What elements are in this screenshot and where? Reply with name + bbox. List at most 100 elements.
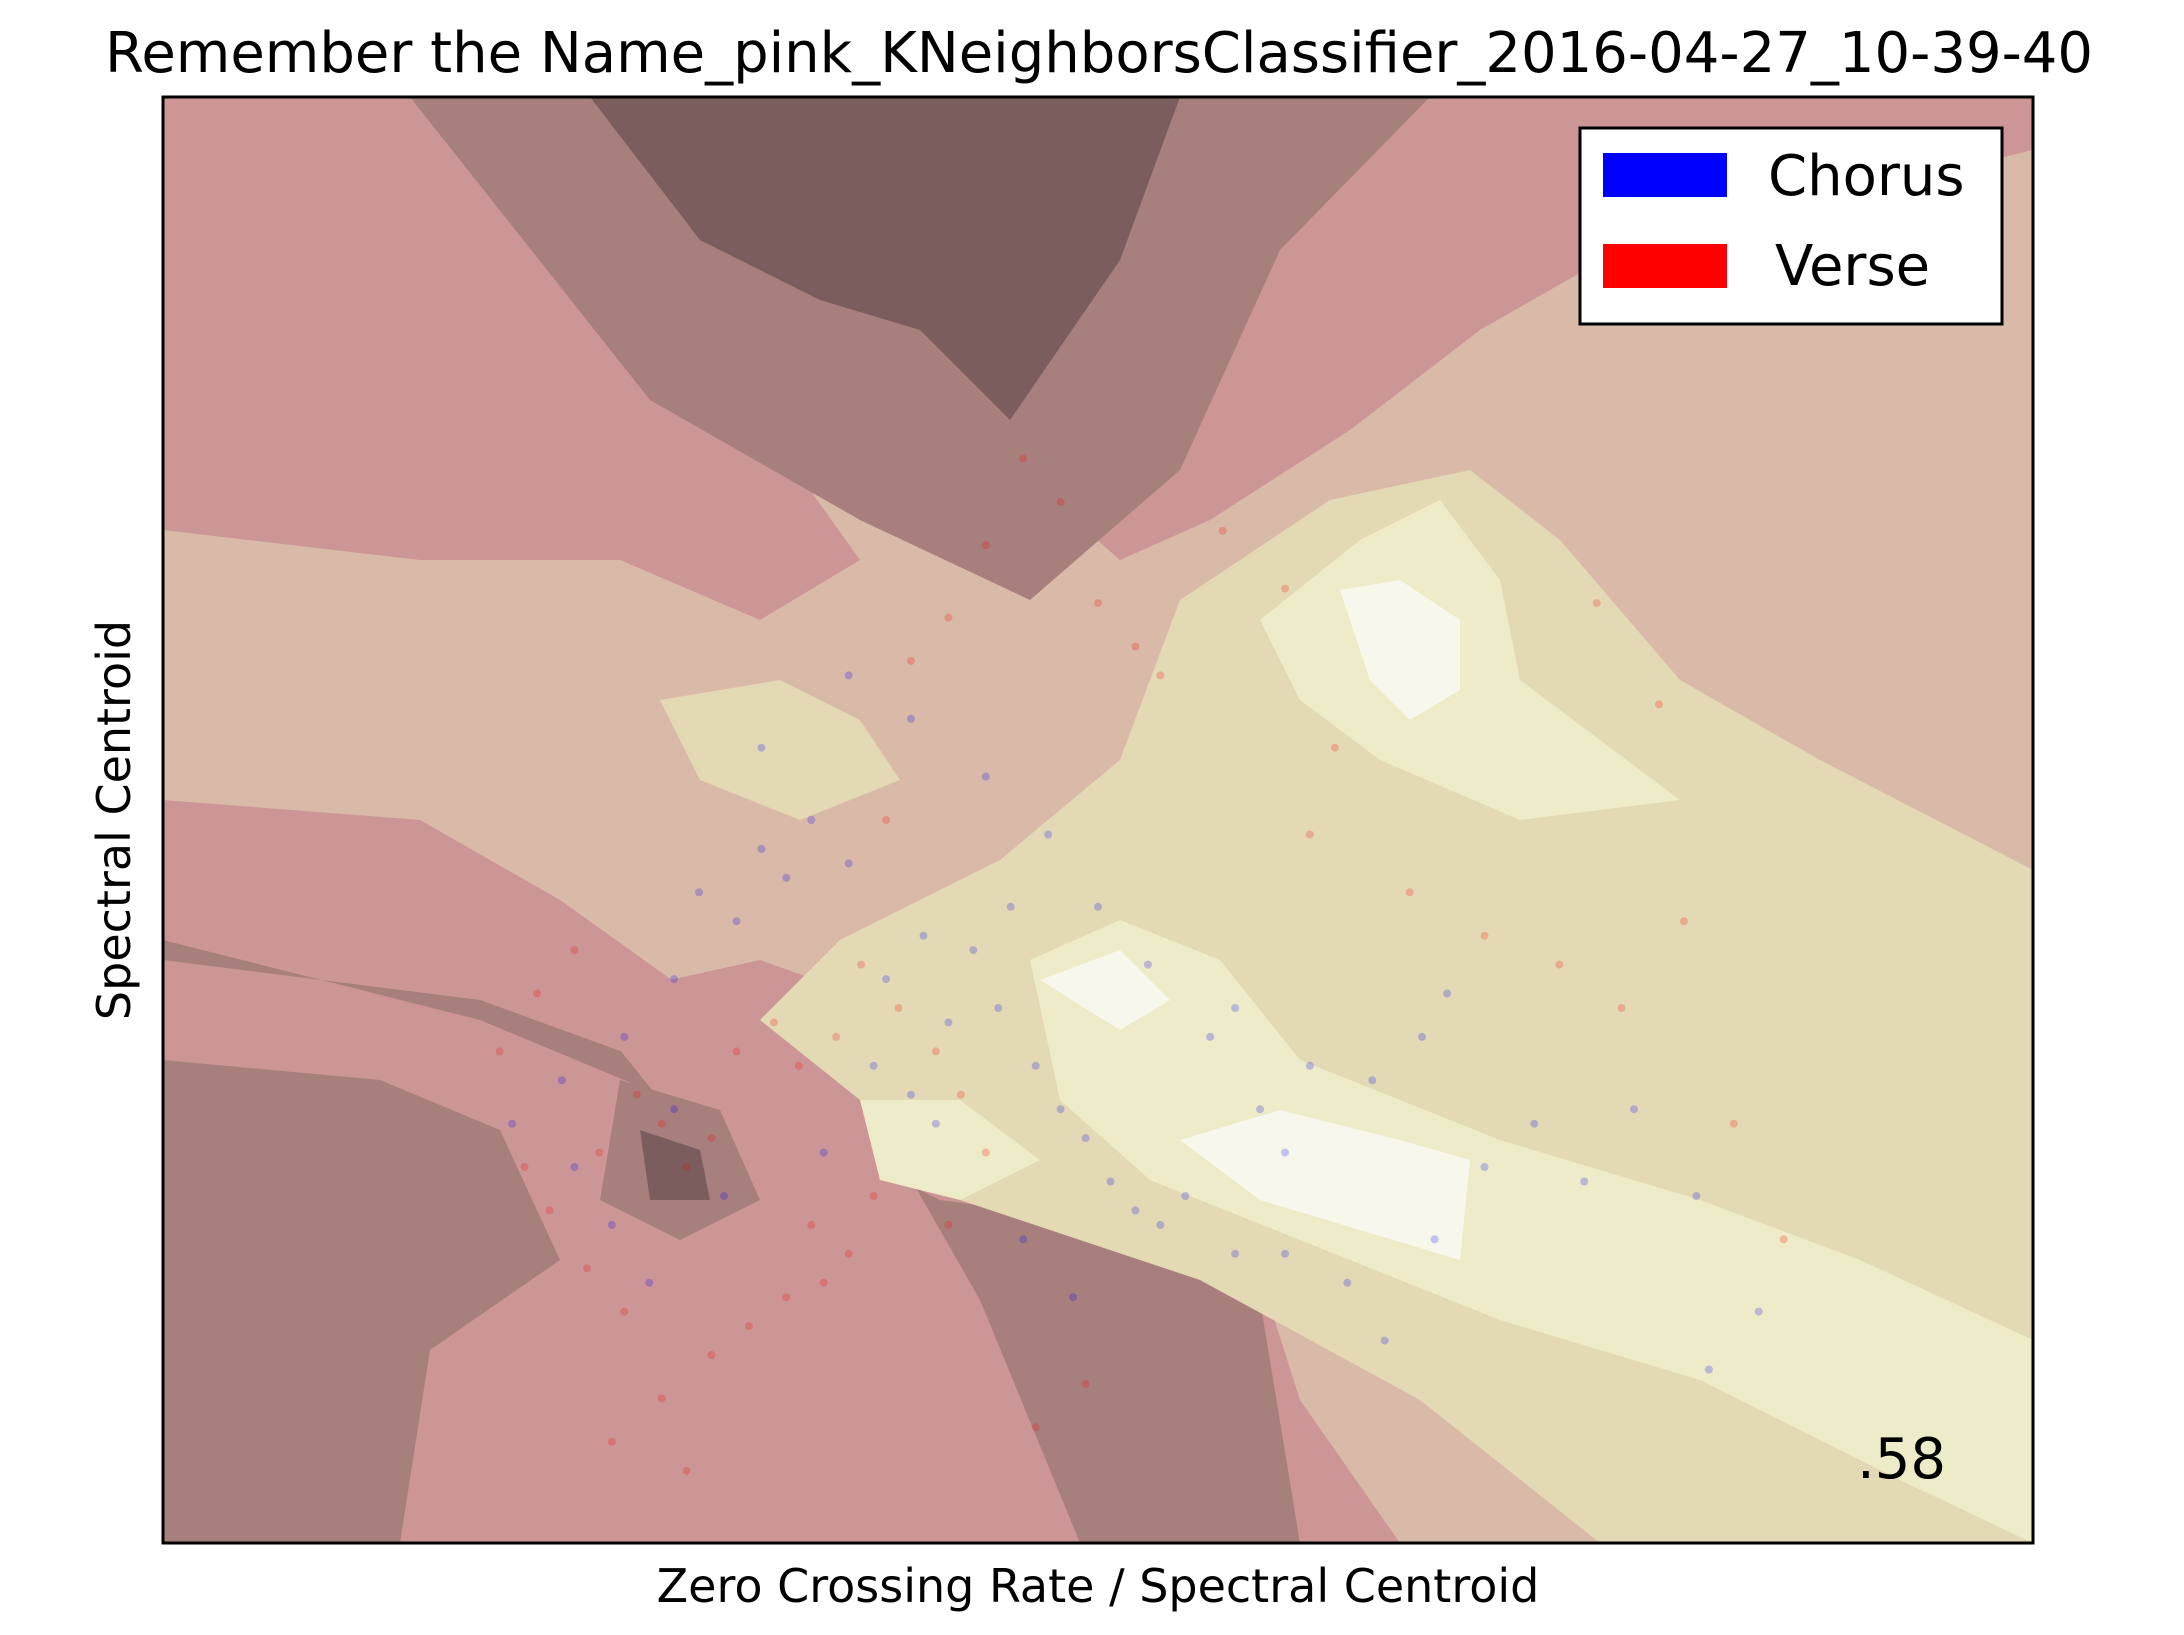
- scatter-point-verse: [582, 1264, 591, 1273]
- decision-region: [590, 97, 1180, 420]
- scatter-point-chorus: [1480, 1163, 1489, 1171]
- decision-region: [860, 1100, 1040, 1200]
- scatter-point-chorus: [1069, 1293, 1078, 1302]
- scatter-point-chorus: [1056, 1105, 1065, 1114]
- scatter-point-chorus: [670, 1105, 679, 1114]
- scatter-point-verse: [1281, 584, 1289, 593]
- scatter-point-chorus: [907, 1090, 915, 1099]
- scatter-point-chorus: [1418, 1032, 1427, 1041]
- decision-region: [1260, 500, 1680, 820]
- scatter-point-chorus: [1006, 902, 1015, 911]
- scatter-point-chorus: [1044, 830, 1053, 839]
- scatter-point-chorus: [931, 1119, 940, 1128]
- scatter-point-verse: [844, 1249, 853, 1258]
- scatter-point-verse: [981, 541, 990, 550]
- scatter-point-chorus: [844, 859, 853, 868]
- scatter-point-chorus: [1019, 1235, 1028, 1244]
- scatter-point-verse: [657, 1394, 666, 1403]
- legend-label-verse: Verse: [1775, 234, 1930, 299]
- scatter-point-chorus: [1081, 1134, 1090, 1143]
- scatter-point-verse: [1655, 700, 1663, 709]
- scatter-point-chorus: [1368, 1076, 1377, 1085]
- scatter-point-chorus: [1231, 1004, 1240, 1012]
- scatter-point-chorus: [1305, 1061, 1314, 1070]
- scatter-point-chorus: [1630, 1105, 1639, 1114]
- scatter-point-verse: [545, 1206, 554, 1215]
- decision-region: [410, 97, 1430, 600]
- scatter-point-verse: [1081, 1379, 1090, 1388]
- decision-region: [1340, 580, 1460, 720]
- scatter-point-verse: [707, 1351, 716, 1359]
- scatter-point-chorus: [720, 1192, 728, 1200]
- scatter-point-verse: [894, 1004, 903, 1012]
- decision-region: [163, 97, 860, 620]
- scatter-point-verse: [944, 1220, 953, 1229]
- scatter-point-verse: [620, 1307, 629, 1316]
- scatter-point-verse: [657, 1119, 666, 1128]
- score-label: .58: [1857, 1427, 1946, 1492]
- scatter-points: [495, 454, 1788, 1475]
- scatter-point-verse: [1592, 599, 1601, 608]
- decision-region: [660, 680, 900, 820]
- scatter-point-chorus: [1704, 1365, 1713, 1374]
- scatter-point-chorus: [907, 714, 915, 723]
- scatter-point-chorus: [782, 873, 791, 882]
- scatter-point-verse: [819, 1278, 828, 1287]
- scatter-point-chorus: [570, 1163, 579, 1171]
- scatter-point-verse: [931, 1047, 940, 1056]
- scatter-point-chorus: [919, 931, 928, 940]
- scatter-point-chorus: [1143, 960, 1152, 969]
- scatter-point-chorus: [844, 671, 853, 680]
- plot-area: [163, 97, 2033, 1543]
- x-axis-label: Zero Crossing Rate / Spectral Centroid: [657, 1559, 1540, 1613]
- scatter-point-chorus: [1443, 989, 1452, 998]
- scatter-point-verse: [869, 1192, 878, 1200]
- scatter-point-chorus: [869, 1061, 878, 1070]
- legend-swatch-chorus: [1603, 153, 1727, 197]
- scatter-point-verse: [769, 1018, 778, 1027]
- decision-region: [163, 1060, 560, 1543]
- scatter-point-chorus: [807, 816, 816, 824]
- scatter-point-chorus: [757, 743, 766, 752]
- scatter-point-verse: [1405, 888, 1414, 897]
- scatter-point-verse: [981, 1148, 990, 1157]
- scatter-point-verse: [1094, 599, 1102, 608]
- scatter-point-verse: [607, 1437, 616, 1446]
- scatter-point-verse: [782, 1293, 791, 1302]
- scatter-point-chorus: [1343, 1278, 1352, 1287]
- scatter-point-chorus: [969, 946, 978, 955]
- scatter-point-chorus: [1580, 1177, 1589, 1186]
- scatter-point-chorus: [1380, 1336, 1389, 1345]
- decision-region: [163, 940, 1300, 1543]
- legend: Chorus Verse: [1578, 126, 2004, 326]
- scatter-point-verse: [707, 1134, 716, 1143]
- scatter-point-verse: [944, 613, 953, 622]
- scatter-point-verse: [682, 1466, 691, 1475]
- scatter-point-chorus: [1181, 1192, 1190, 1200]
- scatter-point-verse: [1330, 743, 1339, 752]
- scatter-point-verse: [595, 1148, 604, 1157]
- scatter-point-chorus: [994, 1004, 1003, 1012]
- scatter-point-verse: [1305, 830, 1314, 839]
- scatter-point-verse: [794, 1061, 803, 1070]
- scatter-point-chorus: [620, 1032, 629, 1041]
- scatter-point-verse: [832, 1032, 841, 1041]
- scatter-point-chorus: [1256, 1105, 1265, 1114]
- scatter-point-verse: [857, 960, 866, 969]
- y-axis-label: Spectral Centroid: [87, 620, 141, 1020]
- scatter-point-chorus: [1754, 1307, 1763, 1316]
- scatter-point-verse: [956, 1090, 965, 1099]
- scatter-point-verse: [1779, 1235, 1788, 1244]
- scatter-point-verse: [1218, 526, 1227, 535]
- scatter-point-verse: [1729, 1119, 1738, 1128]
- scatter-point-verse: [882, 816, 891, 824]
- scatter-point-chorus: [882, 975, 891, 984]
- scatter-point-chorus: [981, 772, 990, 781]
- scatter-point-chorus: [670, 975, 679, 984]
- scatter-point-verse: [1617, 1004, 1626, 1012]
- legend-label-chorus: Chorus: [1768, 144, 1965, 209]
- scatter-point-chorus: [557, 1076, 566, 1085]
- scatter-point-verse: [1019, 454, 1028, 463]
- decision-region: [1030, 920, 2033, 1543]
